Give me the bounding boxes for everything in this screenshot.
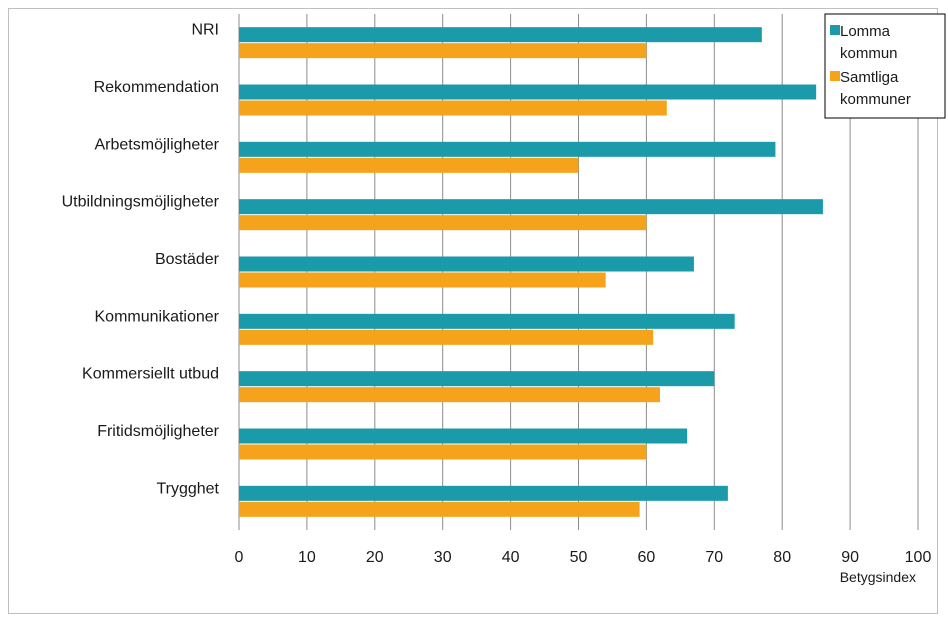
x-tick-label: 60 — [638, 549, 656, 566]
bar-lomma — [239, 428, 688, 444]
bar-lomma — [239, 84, 817, 100]
x-tick-label: 20 — [366, 549, 384, 566]
x-tick-label: 70 — [705, 549, 723, 566]
legend-swatch — [830, 71, 840, 81]
bar-lomma — [239, 199, 823, 215]
x-tick-label: 90 — [841, 549, 859, 566]
x-axis-title: Betygsindex — [840, 569, 916, 585]
category-label: Arbetsmöjligheter — [95, 136, 220, 153]
bar-lomma — [239, 141, 776, 157]
bar-lomma — [239, 371, 715, 387]
bar-samtliga — [239, 100, 667, 116]
x-tick-label: 40 — [502, 549, 520, 566]
bar-lomma — [239, 313, 735, 329]
bar-samtliga — [239, 272, 606, 288]
category-label: Bostäder — [155, 251, 220, 268]
bar-samtliga — [239, 387, 660, 403]
legend-label: kommuner — [840, 91, 911, 108]
category-label: Fritidsmöjligheter — [97, 423, 219, 440]
bar-lomma — [239, 485, 728, 501]
legend-box — [824, 13, 946, 119]
bar-lomma — [239, 256, 694, 272]
category-labels: NRI Rekommendation Arbetsmöjligheter Utbild… — [62, 22, 220, 498]
bar-samtliga — [239, 501, 640, 517]
bar-samtliga — [239, 329, 654, 345]
x-tick-label: 10 — [298, 549, 316, 566]
bars — [239, 27, 823, 517]
bar-samtliga — [239, 215, 647, 231]
x-tick-label: 100 — [905, 549, 932, 566]
bar-samtliga — [239, 157, 579, 173]
legend-label: kommun — [840, 45, 898, 62]
x-tick-label: 50 — [570, 549, 588, 566]
bar-samtliga — [239, 43, 647, 59]
category-label: Kommersiellt utbud — [82, 366, 219, 383]
x-tick-label: 30 — [434, 549, 452, 566]
bar-samtliga — [239, 444, 647, 460]
legend-label: Lomma — [840, 23, 891, 40]
legend: Lomma kommun Samtliga kommuner — [824, 13, 946, 119]
category-label: Kommunikationer — [95, 308, 220, 325]
category-label: Rekommendation — [94, 79, 219, 96]
category-label: Trygghet — [156, 480, 219, 497]
bar-lomma — [239, 27, 762, 43]
category-label: Utbildningsmöjligheter — [62, 194, 220, 211]
category-label: NRI — [191, 22, 219, 39]
legend-swatch — [830, 25, 840, 35]
legend-label: Samtliga — [840, 69, 899, 86]
x-tick-label: 80 — [773, 549, 791, 566]
x-tick-labels: 0 10 20 30 40 50 60 70 80 90 100 — [235, 549, 932, 566]
x-tick-label: 0 — [235, 549, 244, 566]
